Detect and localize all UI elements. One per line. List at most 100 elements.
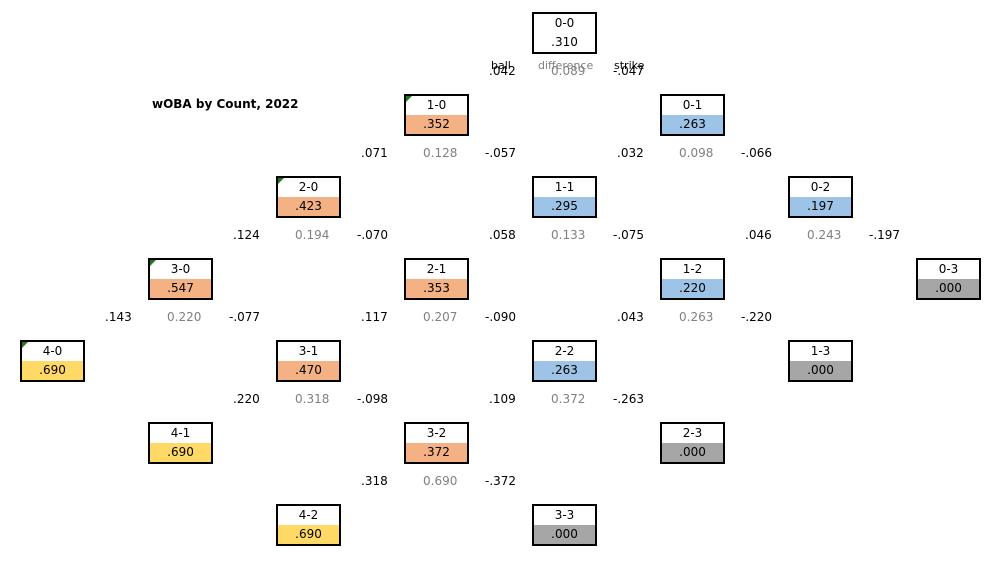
transition-strike-2-2: -.263 <box>613 392 645 406</box>
woba-value: .690 <box>278 525 339 544</box>
transition-difference-2-1: 0.207 <box>423 310 458 324</box>
count-box-1-3: 1-3.000 <box>788 340 853 382</box>
woba-value: .372 <box>406 443 467 462</box>
woba-value: .352 <box>406 115 467 134</box>
count-box-0-3: 0-3.000 <box>916 258 981 300</box>
transition-ball-1-0: .071 <box>361 146 388 160</box>
count-label: 4-0 <box>22 342 83 361</box>
count-label: 2-1 <box>406 260 467 279</box>
transition-strike-2-0: -.070 <box>357 228 389 242</box>
transition-difference-1-1: 0.133 <box>551 228 586 242</box>
count-box-1-1: 1-1.295 <box>532 176 597 218</box>
transition-strike-3-0: -.077 <box>229 310 261 324</box>
header-difference: difference <box>538 59 594 72</box>
count-box-1-2: 1-2.220 <box>660 258 725 300</box>
woba-value: .470 <box>278 361 339 380</box>
count-box-0-2: 0-2.197 <box>788 176 853 218</box>
count-box-2-3: 2-3.000 <box>660 422 725 464</box>
transition-ball-2-2: .109 <box>489 392 516 406</box>
woba-value: .353 <box>406 279 467 298</box>
count-label: 3-0 <box>150 260 211 279</box>
transition-strike-3-2: -.372 <box>485 474 517 488</box>
transition-ball-1-2: .043 <box>617 310 644 324</box>
count-label: 2-0 <box>278 178 339 197</box>
count-label: 1-3 <box>790 342 851 361</box>
transition-ball-0-1: .032 <box>617 146 644 160</box>
woba-value: .310 <box>534 33 595 52</box>
count-box-3-3: 3-3.000 <box>532 504 597 546</box>
woba-value: .000 <box>918 279 979 298</box>
count-box-2-1: 2-1.353 <box>404 258 469 300</box>
comment-flag-icon <box>406 96 412 102</box>
transition-ball-0-0: .042 <box>489 64 516 78</box>
count-label: 4-2 <box>278 506 339 525</box>
woba-value: .197 <box>790 197 851 216</box>
woba-value: .263 <box>534 361 595 380</box>
transition-ball-3-1: .220 <box>233 392 260 406</box>
count-label: 3-1 <box>278 342 339 361</box>
comment-flag-icon <box>278 178 284 184</box>
count-label: 1-2 <box>662 260 723 279</box>
count-label: 0-0 <box>534 14 595 33</box>
transition-ball-3-0: .143 <box>105 310 132 324</box>
woba-value: .547 <box>150 279 211 298</box>
woba-value: .220 <box>662 279 723 298</box>
count-box-2-2: 2-2.263 <box>532 340 597 382</box>
transition-difference-1-2: 0.263 <box>679 310 714 324</box>
transition-strike-2-1: -.090 <box>485 310 517 324</box>
count-box-4-1: 4-1.690 <box>148 422 213 464</box>
woba-value: .423 <box>278 197 339 216</box>
transition-difference-0-1: 0.098 <box>679 146 714 160</box>
count-box-0-1: 0-1.263 <box>660 94 725 136</box>
transition-strike-0-0: -.047 <box>613 64 645 78</box>
transition-ball-0-2: .046 <box>745 228 772 242</box>
transition-difference-3-1: 0.318 <box>295 392 330 406</box>
count-box-3-2: 3-2.372 <box>404 422 469 464</box>
count-label: 0-3 <box>918 260 979 279</box>
count-label: 1-1 <box>534 178 595 197</box>
woba-value: .000 <box>534 525 595 544</box>
comment-flag-icon <box>150 260 156 266</box>
header-ball: ball <box>491 59 511 72</box>
transition-difference-3-2: 0.690 <box>423 474 458 488</box>
count-box-3-0: 3-0.547 <box>148 258 213 300</box>
transition-strike-1-2: -.220 <box>741 310 773 324</box>
count-label: 3-3 <box>534 506 595 525</box>
count-label: 2-3 <box>662 424 723 443</box>
transition-difference-1-0: 0.128 <box>423 146 458 160</box>
transition-strike-0-2: -.197 <box>869 228 901 242</box>
count-box-1-0: 1-0.352 <box>404 94 469 136</box>
transition-ball-3-2: .318 <box>361 474 388 488</box>
transition-ball-1-1: .058 <box>489 228 516 242</box>
woba-value: .690 <box>22 361 83 380</box>
count-label: 3-2 <box>406 424 467 443</box>
woba-value: .000 <box>790 361 851 380</box>
count-label: 4-1 <box>150 424 211 443</box>
count-box-4-2: 4-2.690 <box>276 504 341 546</box>
count-label: 0-2 <box>790 178 851 197</box>
chart-title: wOBA by Count, 2022 <box>152 97 299 111</box>
header-strike: strike <box>614 59 645 72</box>
transition-strike-1-0: -.057 <box>485 146 517 160</box>
transition-ball-2-0: .124 <box>233 228 260 242</box>
woba-value: .295 <box>534 197 595 216</box>
transition-difference-0-2: 0.243 <box>807 228 842 242</box>
count-label: 2-2 <box>534 342 595 361</box>
woba-value: .690 <box>150 443 211 462</box>
comment-flag-icon <box>22 342 28 348</box>
transition-strike-3-1: -.098 <box>357 392 389 406</box>
count-box-3-1: 3-1.470 <box>276 340 341 382</box>
woba-value: .000 <box>662 443 723 462</box>
count-box-2-0: 2-0.423 <box>276 176 341 218</box>
transition-difference-0-0: 0.089 <box>551 64 586 78</box>
transition-difference-2-0: 0.194 <box>295 228 330 242</box>
transition-strike-1-1: -.075 <box>613 228 645 242</box>
transition-strike-0-1: -.066 <box>741 146 773 160</box>
woba-value: .263 <box>662 115 723 134</box>
count-box-4-0: 4-0.690 <box>20 340 85 382</box>
count-label: 1-0 <box>406 96 467 115</box>
count-label: 0-1 <box>662 96 723 115</box>
transition-ball-2-1: .117 <box>361 310 388 324</box>
count-box-0-0: 0-0.310 <box>532 12 597 54</box>
transition-difference-3-0: 0.220 <box>167 310 202 324</box>
